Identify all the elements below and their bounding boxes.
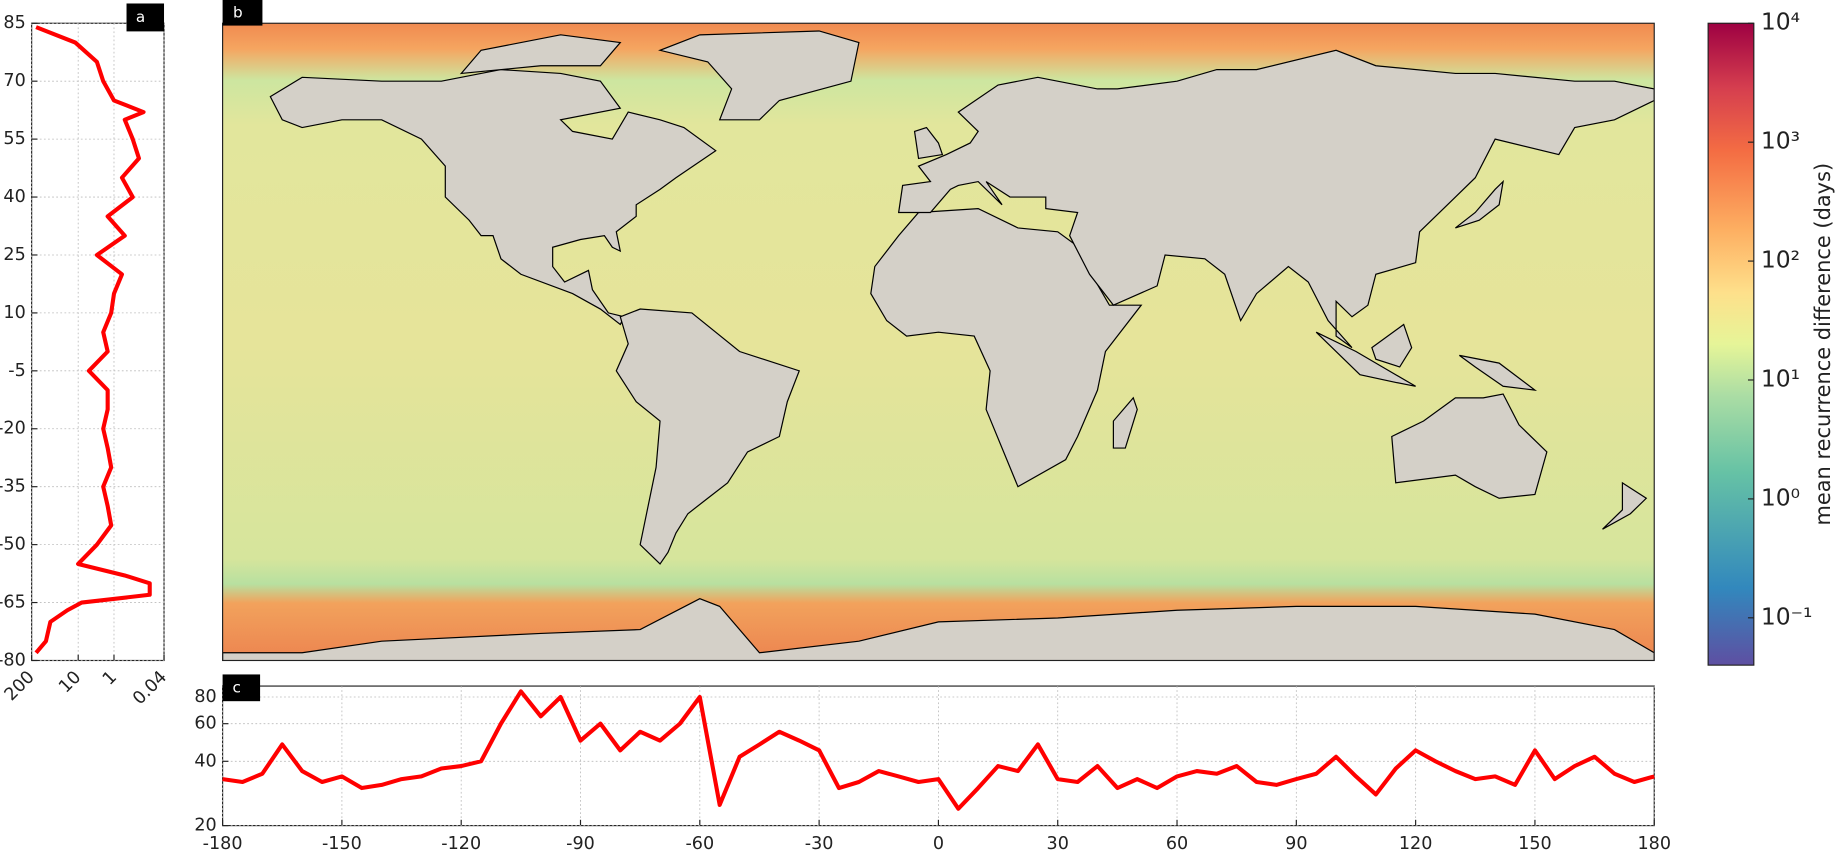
arctic-islands xyxy=(461,35,620,74)
north-america xyxy=(270,70,715,325)
new-zealand xyxy=(1603,483,1647,529)
borneo xyxy=(1372,324,1412,366)
y-tick-label: -50 xyxy=(0,535,26,555)
y-tick-label: 25 xyxy=(3,245,25,265)
y-tick-label: 55 xyxy=(3,129,25,149)
panel-label: c xyxy=(232,678,240,696)
x-tick-label: -90 xyxy=(566,834,595,854)
colorbar-tick-label: 10² xyxy=(1761,246,1800,274)
y-tick-label: -5 xyxy=(8,361,26,381)
y-tick-label: 80 xyxy=(194,687,216,707)
greenland xyxy=(660,31,859,120)
y-tick-label: 40 xyxy=(194,751,216,771)
x-tick-label: -180 xyxy=(203,834,243,854)
australia xyxy=(1392,394,1547,498)
y-tick-label: 20 xyxy=(194,816,216,836)
y-tick-label: 60 xyxy=(194,714,216,734)
colorbar-tick-label: 10⁰ xyxy=(1761,483,1800,511)
eurasia xyxy=(899,50,1655,347)
map-frame xyxy=(222,22,1655,662)
y-tick-label: 70 xyxy=(3,71,25,91)
panel-label-box xyxy=(126,3,165,32)
continents xyxy=(223,31,1655,661)
x-tick-label: -120 xyxy=(441,834,481,854)
great-britain xyxy=(915,128,943,159)
colorbar xyxy=(1707,22,1755,666)
indonesia xyxy=(1316,332,1415,386)
x-tick-label: 150 xyxy=(1518,834,1552,854)
panel-a-frame xyxy=(31,22,165,662)
world-map xyxy=(222,23,1655,661)
data-line xyxy=(222,689,1655,811)
x-tick-label: 120 xyxy=(1399,834,1433,854)
colorbar-tick-label: 10³ xyxy=(1761,127,1800,155)
colorbar-tick-label: 10⁻¹ xyxy=(1761,602,1813,630)
x-tick-label: 0 xyxy=(933,834,944,854)
japan xyxy=(1455,182,1503,228)
panel-label-box xyxy=(222,0,263,26)
y-tick-label: 85 xyxy=(3,13,25,33)
y-tick-label: -65 xyxy=(0,593,26,613)
x-tick-label: -150 xyxy=(322,834,362,854)
x-tick-label: -60 xyxy=(685,834,714,854)
x-tick-label: -30 xyxy=(805,834,834,854)
panel-label: a xyxy=(136,8,145,26)
madagascar xyxy=(1113,398,1137,448)
y-tick-label: -80 xyxy=(0,651,26,671)
x-tick-label: 1 xyxy=(99,667,121,689)
x-tick-label: 60 xyxy=(1166,834,1188,854)
south-america xyxy=(616,309,799,564)
x-tick-label: 10 xyxy=(55,667,85,697)
x-tick-label: 90 xyxy=(1285,834,1307,854)
y-tick-label: 40 xyxy=(3,187,25,207)
africa xyxy=(871,209,1141,487)
y-tick-label: -20 xyxy=(0,419,26,439)
colorbar-tick-label: 10⁴ xyxy=(1761,8,1800,36)
colorbar-label: mean recurrence difference (days) xyxy=(1811,163,1835,526)
y-tick-label: 10 xyxy=(3,303,25,323)
antarctica xyxy=(223,599,1655,661)
panel-label: b xyxy=(233,3,243,21)
data-line xyxy=(34,25,152,655)
y-tick-label: -35 xyxy=(0,477,26,497)
x-tick-label: 180 xyxy=(1637,834,1671,854)
new-guinea xyxy=(1459,355,1535,390)
x-tick-label: 0.04 xyxy=(129,667,171,709)
colorbar-tick-label: 10¹ xyxy=(1761,365,1800,393)
x-tick-label: 30 xyxy=(1047,834,1069,854)
x-tick-label: 200 xyxy=(1,667,39,705)
panel-label-box xyxy=(222,674,261,702)
